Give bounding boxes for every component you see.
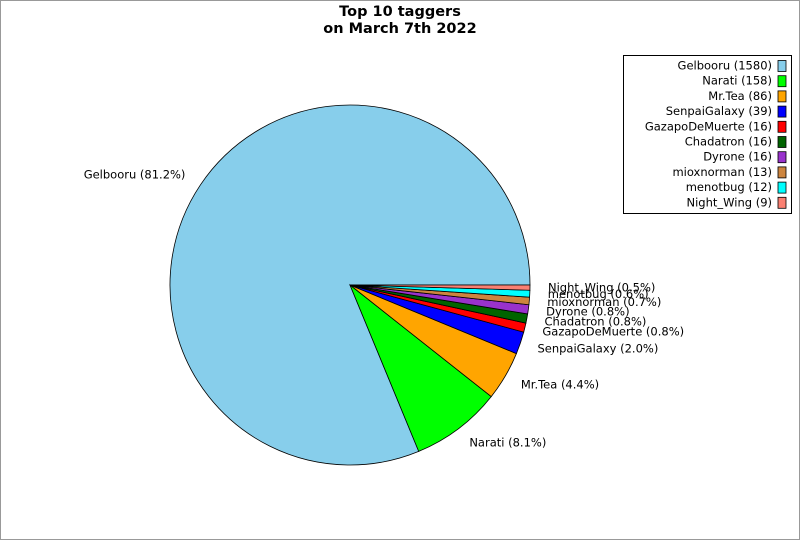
legend-label: Night_Wing (9) xyxy=(687,195,773,209)
legend-label: SenpaiGalaxy (39) xyxy=(666,104,772,118)
chart-title: Top 10 taggers xyxy=(339,4,461,20)
slice-label: Gelbooru (81.2%) xyxy=(84,167,186,181)
legend-label: mioxnorman (13) xyxy=(672,165,772,179)
legend-label: Gelbooru (1580) xyxy=(678,59,772,73)
legend-swatch xyxy=(777,151,787,164)
legend-swatch xyxy=(777,181,787,194)
legend-label: Chadatron (16) xyxy=(685,135,772,149)
pie-slice xyxy=(349,283,492,452)
pie-slice xyxy=(349,284,531,291)
legend-box xyxy=(623,55,792,214)
legend-label: Mr.Tea (86) xyxy=(708,89,772,103)
slice-label: Dyrone (0.8%) xyxy=(546,304,629,318)
legend-label: GazapoDeMuerte (16) xyxy=(645,119,772,133)
slice-label: mioxnorman (0.7%) xyxy=(547,295,661,309)
slice-label: Night_Wing (0.5%) xyxy=(548,280,655,294)
slice-label: Chadatron (0.8%) xyxy=(545,314,647,328)
slice-label: Mr.Tea (4.4%) xyxy=(521,378,599,392)
slice-label: menotbug (0.6%) xyxy=(548,287,649,301)
legend-swatch xyxy=(777,75,787,88)
legend-label: menotbug (12) xyxy=(686,180,772,194)
chart-title: on March 7th 2022 xyxy=(323,21,476,37)
slice-label: GazapoDeMuerte (0.8%) xyxy=(542,324,684,338)
legend-swatch xyxy=(777,120,787,133)
legend-swatch xyxy=(777,105,787,118)
legend-swatch xyxy=(777,166,787,179)
legend-swatch xyxy=(777,90,787,103)
legend-label: Narati (158) xyxy=(702,74,772,88)
legend-label: Dyrone (16) xyxy=(703,150,772,164)
legend-swatch xyxy=(777,196,787,209)
slice-label: Narati (8.1%) xyxy=(469,435,546,449)
slice-label: SenpaiGalaxy (2.0%) xyxy=(537,341,658,355)
legend-swatch xyxy=(777,136,787,148)
legend-swatch xyxy=(777,60,787,72)
